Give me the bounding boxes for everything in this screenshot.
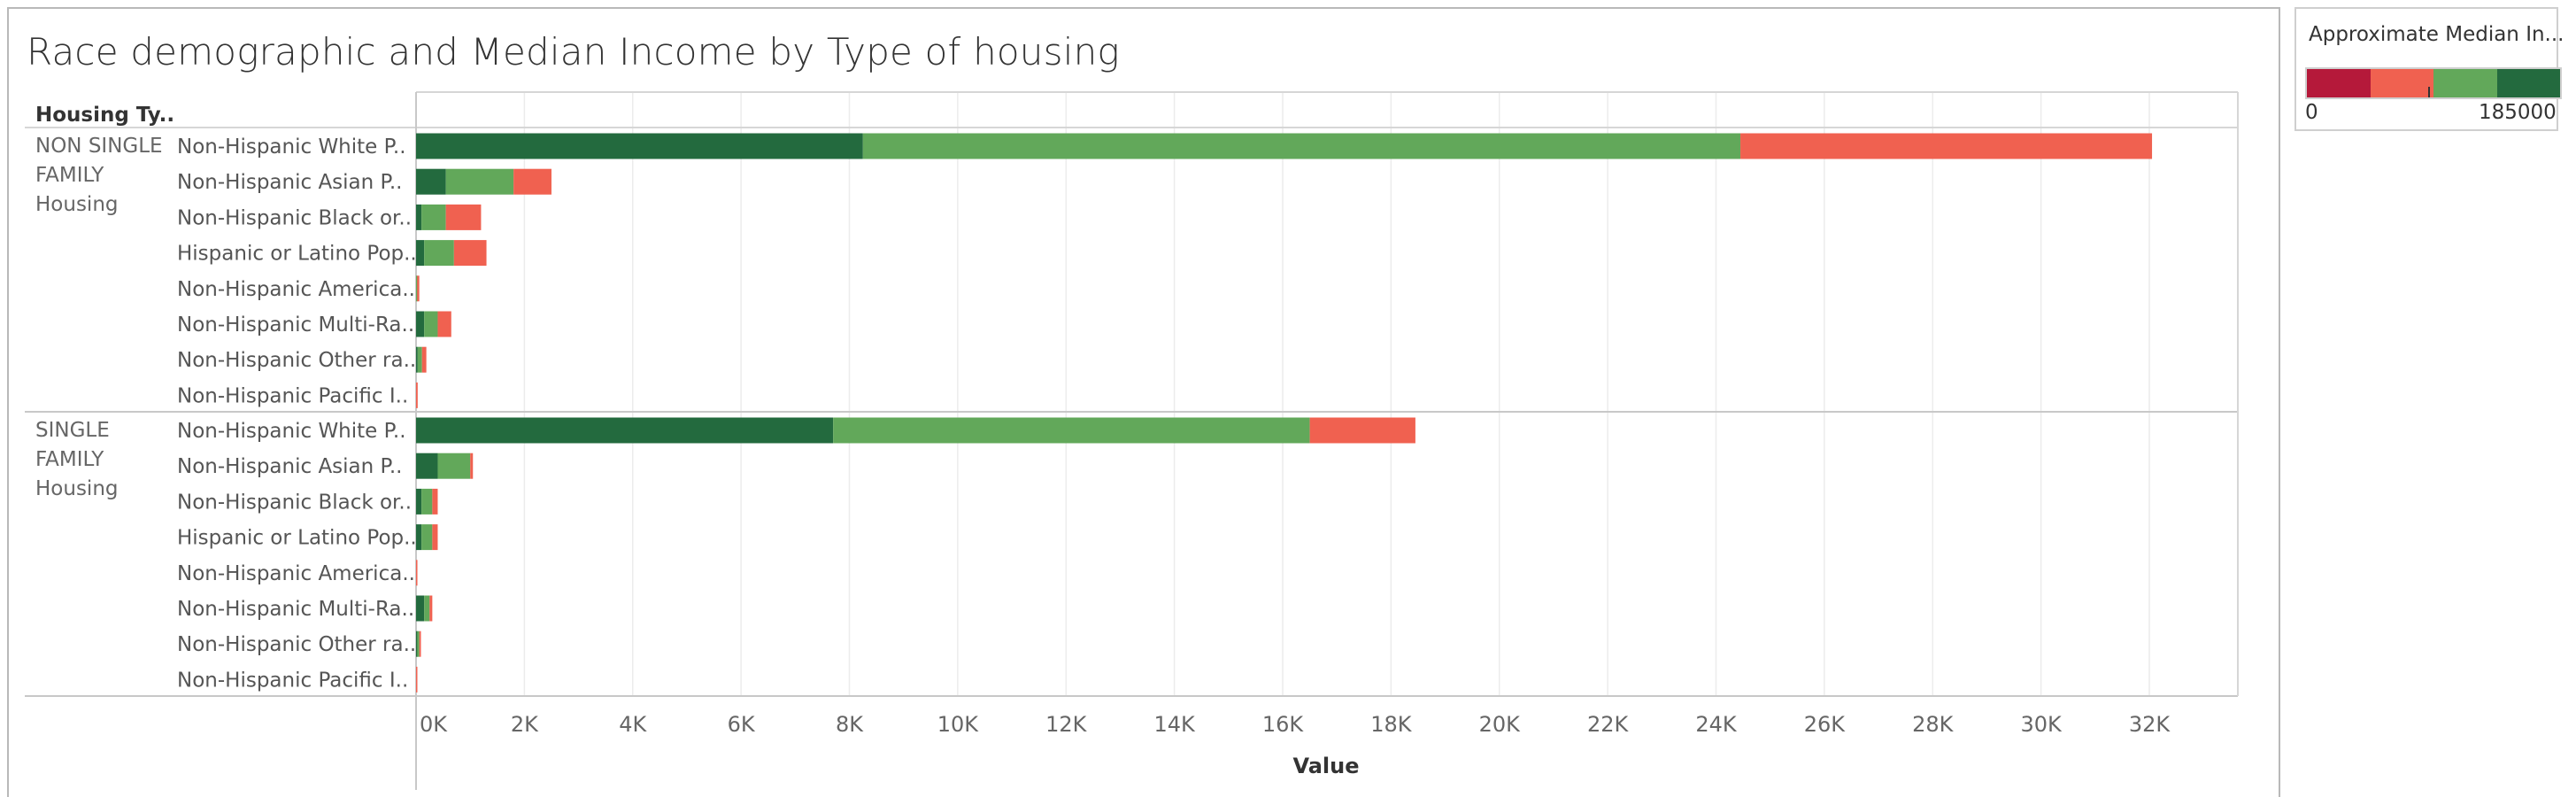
bar-segment xyxy=(437,311,451,337)
x-tick-label: 4K xyxy=(619,712,647,737)
group-label: Housing xyxy=(35,193,119,216)
bar-segment xyxy=(424,240,454,267)
group-label: SINGLE xyxy=(35,419,110,442)
category-label: Non-Hispanic Asian P.. xyxy=(177,171,402,194)
bar-segment xyxy=(417,346,422,373)
bar-segment xyxy=(453,240,487,267)
bar-segment xyxy=(421,488,433,515)
x-tick-label: 32K xyxy=(2129,712,2171,737)
bar-segment xyxy=(421,524,433,551)
bar-segment xyxy=(833,417,1310,444)
category-label: Hispanic or Latino Pop.. xyxy=(177,527,417,550)
bar-segment xyxy=(1740,133,2153,159)
x-tick-label: 2K xyxy=(511,712,539,737)
bar-segment xyxy=(445,168,514,195)
x-tick-label: 20K xyxy=(1479,712,1522,737)
bar-segment xyxy=(432,488,438,515)
category-label: Non-Hispanic White P.. xyxy=(177,135,406,159)
bar-segment xyxy=(416,524,422,551)
category-label: Non-Hispanic Black or.. xyxy=(177,491,412,514)
legend-swatch-1 xyxy=(2307,69,2371,97)
bar-segment xyxy=(416,560,418,586)
category-label: Non-Hispanic America.. xyxy=(177,562,415,585)
bar-segment xyxy=(416,595,425,622)
bar-segment xyxy=(417,631,420,657)
bar-segment xyxy=(417,275,420,302)
bar-segment xyxy=(437,453,471,479)
category-label: Hispanic or Latino Pop.. xyxy=(177,243,417,266)
bar-segment xyxy=(416,346,418,373)
bar-segment xyxy=(416,204,422,230)
bar-segment xyxy=(416,453,438,479)
legend-max-label: 185000 xyxy=(2479,101,2557,124)
x-tick-label: 30K xyxy=(2020,712,2063,737)
bar-segment xyxy=(416,488,422,515)
bar-segment xyxy=(424,595,430,622)
x-tick-label: 10K xyxy=(937,712,980,737)
x-tick-label: 12K xyxy=(1045,712,1088,737)
x-tick-label: 6K xyxy=(728,712,756,737)
bar-segment xyxy=(421,204,446,230)
x-tick-label: 0K xyxy=(420,712,448,737)
bar-segment xyxy=(432,524,438,551)
x-tick-label: 18K xyxy=(1370,712,1413,737)
category-label: Non-Hispanic Pacific I.. xyxy=(177,669,408,692)
legend-title: Approximate Median In... xyxy=(2309,23,2564,46)
bar-segment xyxy=(419,631,421,657)
category-label: Non-Hispanic White P.. xyxy=(177,420,406,443)
bar-segment xyxy=(416,275,418,302)
group-label: NON SINGLE xyxy=(35,135,163,158)
category-label: Non-Hispanic Multi-Ra.. xyxy=(177,313,414,337)
bar-segment xyxy=(416,417,834,444)
category-label: Non-Hispanic Asian P.. xyxy=(177,455,402,478)
group-label: Housing xyxy=(35,477,119,500)
category-label: Non-Hispanic Pacific I.. xyxy=(177,384,408,407)
color-legend: Approximate Median In... xyxy=(2294,7,2564,131)
x-tick-label: 8K xyxy=(836,712,864,737)
legend-swatch-3 xyxy=(2433,69,2497,97)
bar-segment xyxy=(470,453,474,479)
category-label: Non-Hispanic Other ra.. xyxy=(177,633,416,656)
category-label: Non-Hispanic Multi-Ra.. xyxy=(177,598,414,621)
bar-segment xyxy=(416,133,863,159)
category-label: Non-Hispanic Black or.. xyxy=(177,206,412,229)
bar-segment xyxy=(424,311,438,337)
category-label: Non-Hispanic America.. xyxy=(177,278,415,301)
bar-segment xyxy=(513,168,551,195)
bar-segment xyxy=(416,311,425,337)
bar-segment xyxy=(429,595,433,622)
category-label: Non-Hispanic Other ra.. xyxy=(177,349,416,372)
x-tick-label: 14K xyxy=(1153,712,1196,737)
group-label: FAMILY xyxy=(35,164,104,187)
bar-segment xyxy=(862,133,1741,159)
bar-segment xyxy=(416,382,418,408)
legend-min-label: 0 xyxy=(2305,101,2318,124)
x-tick-label: 24K xyxy=(1695,712,1738,737)
chart-title: Race demographic and Median Income by Ty… xyxy=(27,30,1120,74)
x-tick-label: 28K xyxy=(1912,712,1955,737)
group-label: FAMILY xyxy=(35,448,104,471)
x-tick-label: 16K xyxy=(1262,712,1305,737)
bar-segment xyxy=(1309,417,1415,444)
legend-swatch-2 xyxy=(2370,69,2433,97)
legend-swatch-4 xyxy=(2496,69,2560,97)
x-axis-title: Value xyxy=(1292,754,1359,778)
x-tick-label: 22K xyxy=(1587,712,1630,737)
bar-segment xyxy=(416,240,425,267)
x-tick-label: 26K xyxy=(1804,712,1847,737)
bar-segment xyxy=(416,666,418,693)
legend-color-ramp xyxy=(2305,67,2562,99)
bar-segment xyxy=(421,346,427,373)
legend-marker xyxy=(2428,87,2430,97)
bar-segment xyxy=(416,168,446,195)
bar-segment xyxy=(445,204,482,230)
bar-segment xyxy=(416,631,418,657)
row-header: Housing Ty.. xyxy=(35,104,174,127)
